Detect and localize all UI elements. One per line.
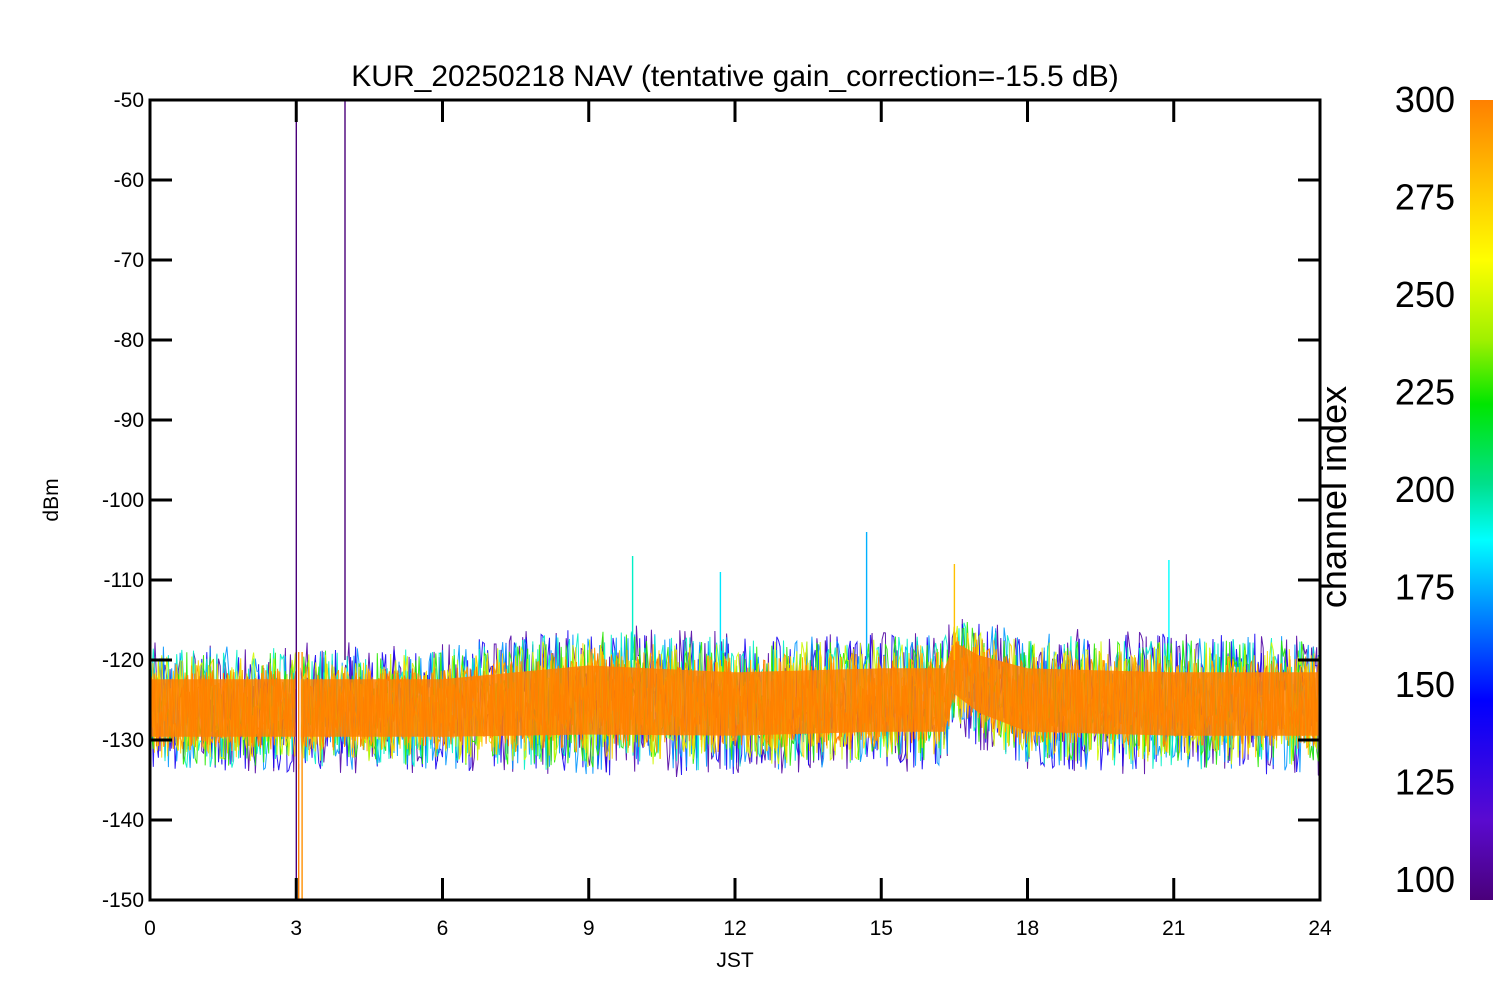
colorbar-tick-label: 300 <box>1395 79 1455 120</box>
x-axis: 0 3 6 9 12 15 18 21 24 <box>144 100 1332 940</box>
colorbar-tick-label: 250 <box>1395 274 1455 315</box>
x-tick-label: 15 <box>870 917 893 940</box>
x-axis-label: JST <box>716 949 754 972</box>
y-axis-label: dBm <box>40 478 63 521</box>
colorbar-tick-label: 200 <box>1395 469 1455 510</box>
y-tick-label: -60 <box>114 169 144 192</box>
plot-frame <box>148 98 1322 902</box>
colorbar-tick-label: 150 <box>1395 664 1455 705</box>
colorbar-label: channel index <box>1313 386 1354 608</box>
y-tick-label: -100 <box>102 489 144 512</box>
colorbar-tick-label: 225 <box>1395 372 1455 413</box>
colorbar-tick-label: 175 <box>1395 567 1455 608</box>
y-tick-label: -50 <box>114 89 144 112</box>
y-tick-label: -130 <box>102 729 144 752</box>
colorbar <box>1470 100 1493 900</box>
y-tick-label: -80 <box>114 329 144 352</box>
x-tick-label: 3 <box>290 917 302 940</box>
colorbar-tick-label: 125 <box>1395 762 1455 803</box>
x-tick-label: 24 <box>1308 917 1332 940</box>
colorbar-tick-label: 100 <box>1395 859 1455 900</box>
colorbar-tick-label: 275 <box>1395 177 1455 218</box>
x-tick-label: 0 <box>144 917 156 940</box>
x-tick-label: 6 <box>437 917 449 940</box>
y-tick-label: -150 <box>102 889 144 912</box>
y-tick-label: -140 <box>102 809 144 832</box>
y-tick-label: -110 <box>104 569 144 592</box>
y-axis: -50 -60 -70 -80 -90 -100 -110 -120 -130 -140 -150 <box>102 89 1320 912</box>
y-tick-label: -120 <box>102 649 144 672</box>
plot-data-layer <box>150 100 1320 900</box>
colorbar-ticks: 300 275 250 225 200 175 150 125 100 <box>1395 79 1455 900</box>
x-tick-label: 18 <box>1016 917 1039 940</box>
x-tick-label: 21 <box>1162 917 1185 940</box>
y-tick-label: -70 <box>114 249 144 272</box>
series-core-band <box>150 642 1320 737</box>
y-tick-label: -90 <box>114 409 144 432</box>
x-tick-label: 9 <box>583 917 595 940</box>
chart-title: KUR_20250218 NAV (tentative gain_correct… <box>351 60 1118 93</box>
x-tick-label: 12 <box>723 917 746 940</box>
